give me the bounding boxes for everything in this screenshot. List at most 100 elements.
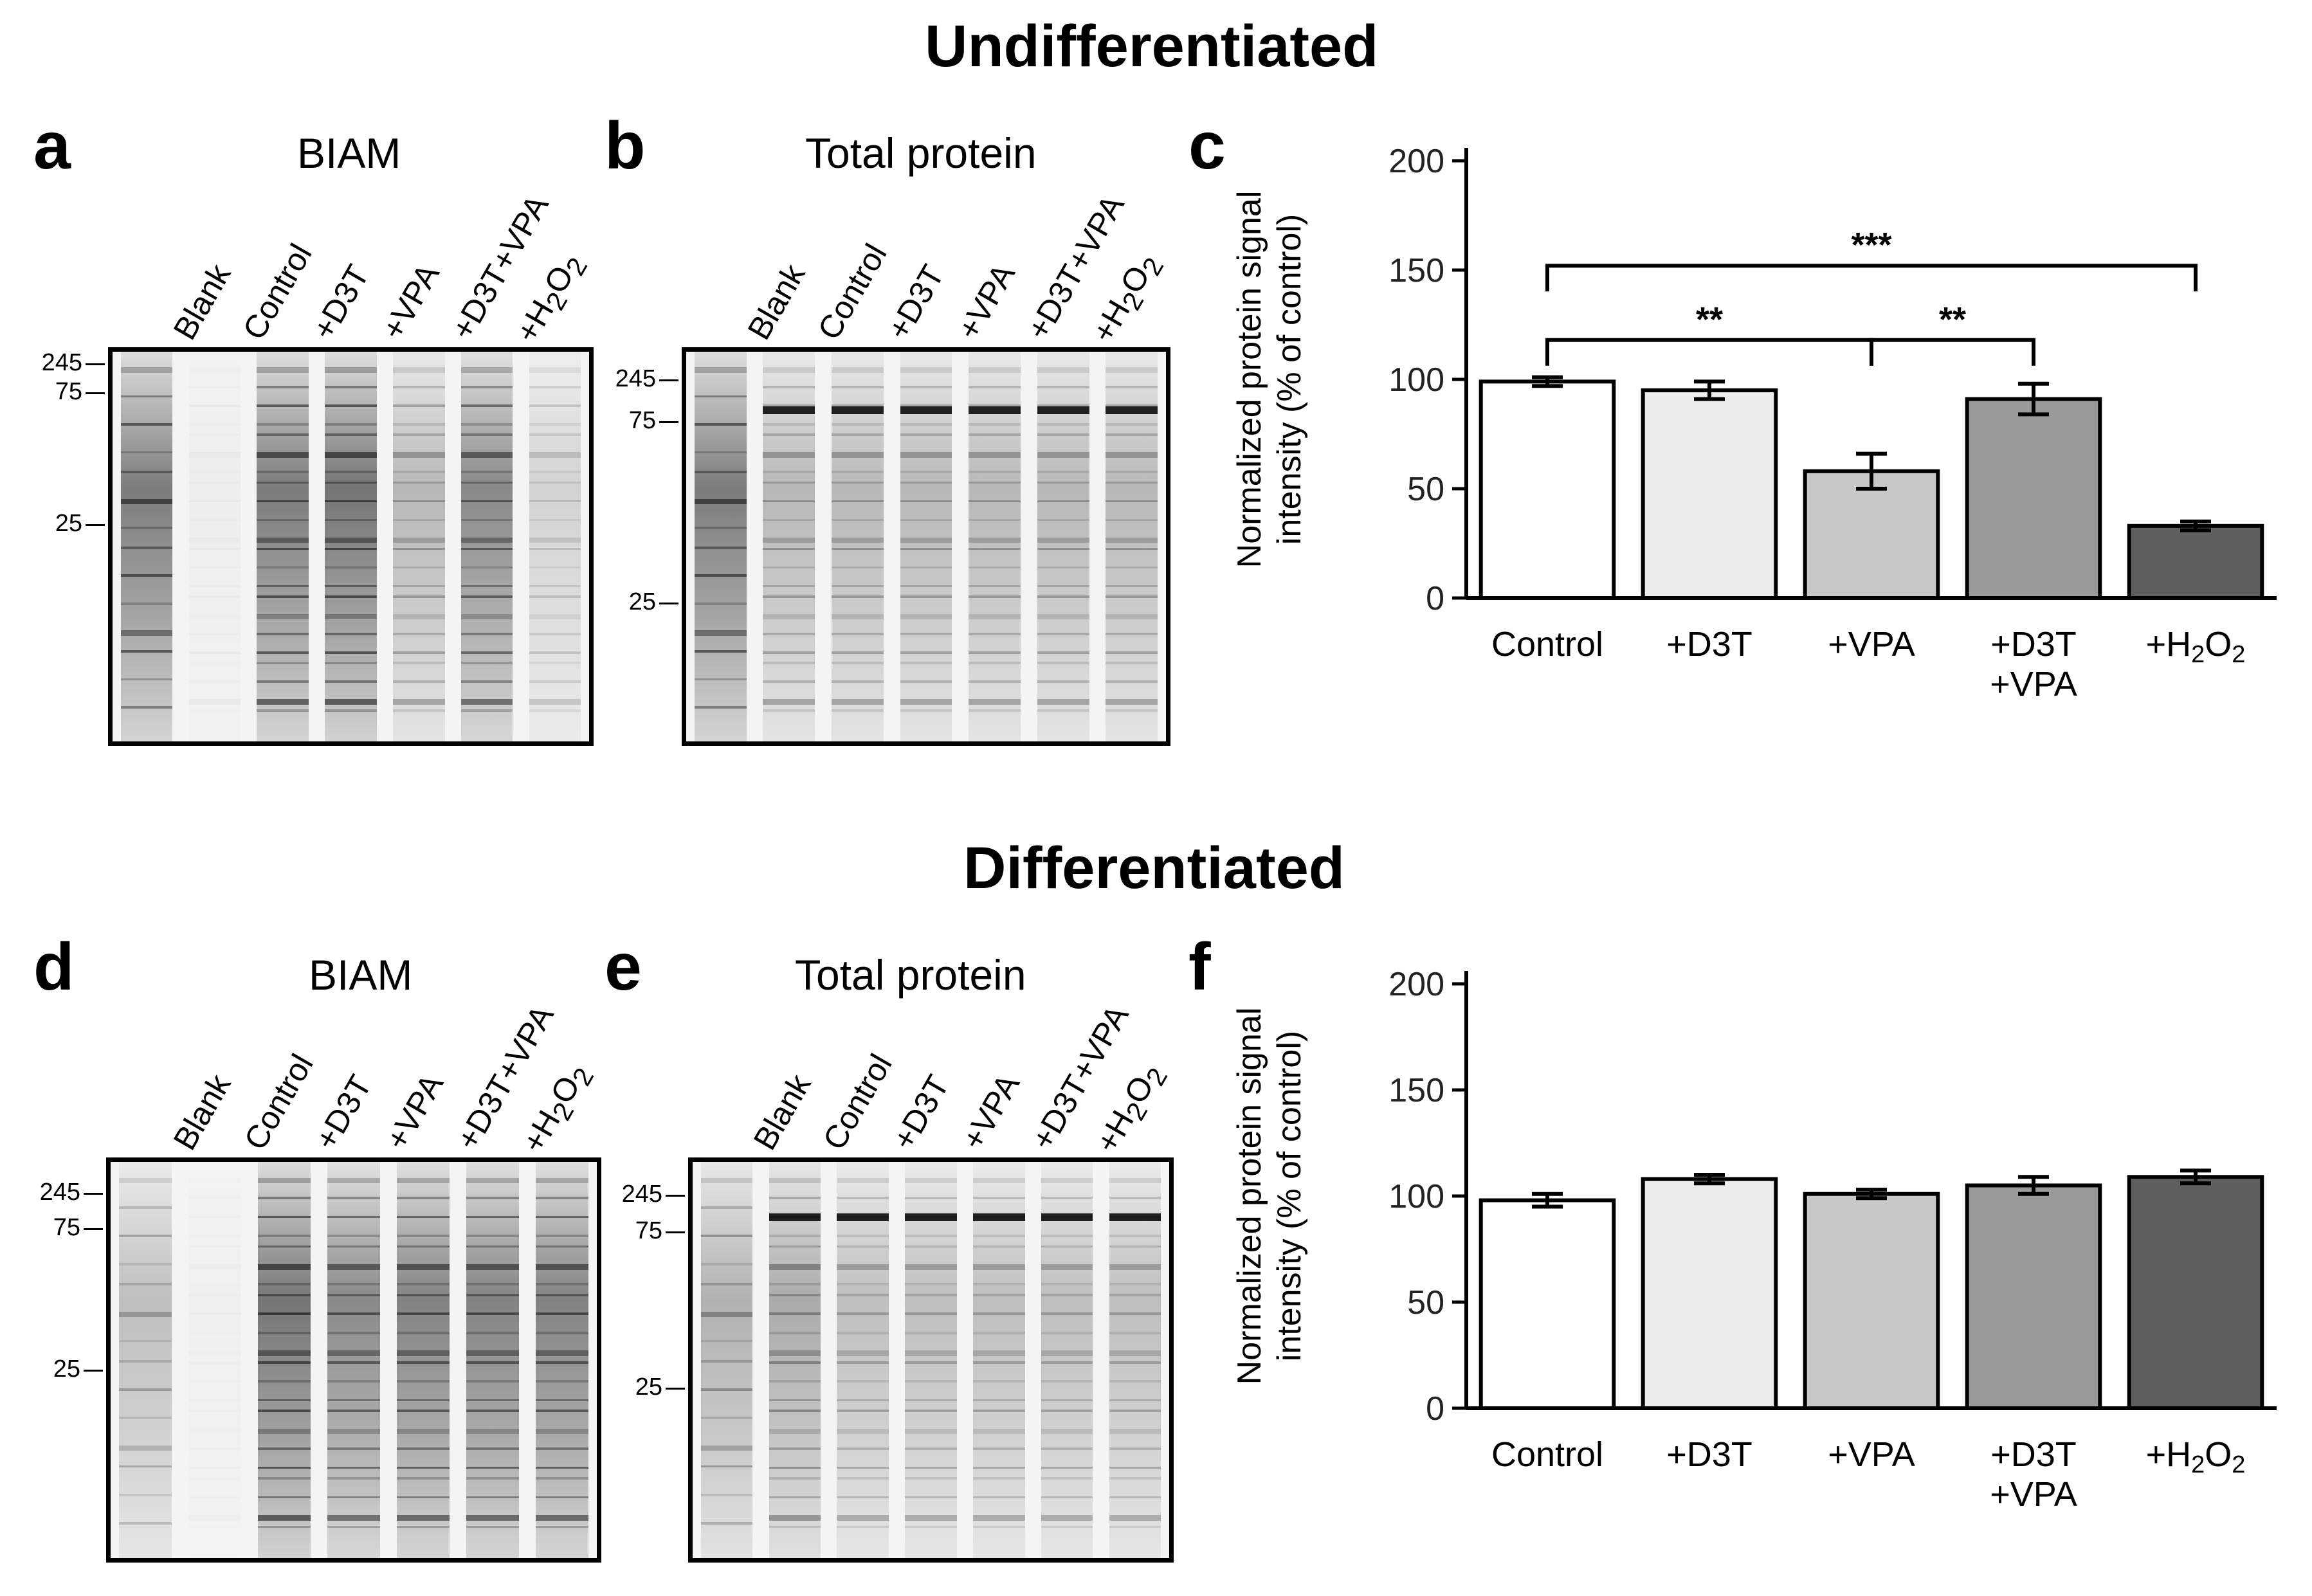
gel-band xyxy=(694,678,747,681)
gel-band xyxy=(1106,585,1158,588)
gel-band xyxy=(837,1496,889,1499)
gel-band xyxy=(1037,566,1089,569)
gel-band xyxy=(460,595,513,598)
gel-band xyxy=(257,680,309,683)
gel-band xyxy=(769,1496,821,1499)
gel-major-band xyxy=(1041,1213,1093,1222)
gel-band xyxy=(837,1235,889,1237)
gel-band xyxy=(700,1417,753,1420)
gel-band xyxy=(763,547,815,550)
gel-band xyxy=(763,404,815,407)
gel-lane xyxy=(763,352,815,741)
gel-band xyxy=(831,595,884,598)
gel-band xyxy=(1109,1477,1161,1480)
mw-marker-tick xyxy=(666,1195,685,1197)
gel-band xyxy=(905,1177,957,1184)
lane-label: Blank xyxy=(166,1068,238,1156)
gel-band xyxy=(118,1522,172,1525)
gel-band xyxy=(1041,1496,1093,1499)
gel-band xyxy=(189,404,241,407)
gel-band xyxy=(973,1331,1025,1334)
gel-band xyxy=(120,650,173,653)
gel-band xyxy=(257,1477,311,1480)
gel-band xyxy=(1109,1312,1161,1316)
gel-band xyxy=(1041,1515,1093,1521)
significance-bracket xyxy=(1545,264,2198,292)
gel-band xyxy=(188,1410,241,1412)
gel-band xyxy=(1037,662,1089,664)
gel-band xyxy=(188,1515,241,1521)
gel-band xyxy=(1041,1399,1093,1402)
gel-band xyxy=(466,1361,520,1364)
gel-band xyxy=(188,1526,241,1528)
gel-band xyxy=(905,1477,957,1480)
y-tick-label: 0 xyxy=(1426,1390,1444,1428)
gel-band xyxy=(325,595,377,598)
gel-band xyxy=(831,662,884,664)
gel-band xyxy=(1109,1515,1161,1521)
gel-band xyxy=(831,471,884,473)
gel-band xyxy=(460,471,513,473)
gel-band xyxy=(1106,433,1158,437)
gel-band xyxy=(763,662,815,664)
lane-label: Control xyxy=(815,1047,899,1156)
gel-band xyxy=(257,1447,311,1450)
gel-band xyxy=(969,367,1021,373)
gel-band xyxy=(535,1350,589,1356)
gel-band xyxy=(189,452,241,457)
gel-band xyxy=(831,614,884,620)
gel-band xyxy=(396,1496,450,1499)
gel-band xyxy=(257,518,309,521)
x-tick-label: +VPA xyxy=(1828,625,1915,664)
gel-band xyxy=(837,1197,889,1199)
gel-band xyxy=(327,1515,381,1521)
x-tick-label: +D3T xyxy=(1666,1435,1752,1474)
gel-band xyxy=(257,1177,311,1184)
gel-band xyxy=(900,614,952,620)
gel-band xyxy=(831,709,884,712)
gel-band xyxy=(900,680,952,683)
gel-band xyxy=(1109,1197,1161,1199)
gel-band xyxy=(466,1293,520,1296)
gel-band xyxy=(1106,518,1158,521)
mw-marker-label: 75 xyxy=(55,378,82,405)
gel-band xyxy=(1037,614,1089,620)
gel-lane xyxy=(1037,352,1089,741)
gel-band xyxy=(466,1197,520,1199)
gel-band xyxy=(763,423,815,426)
gel-band xyxy=(189,548,241,550)
gel-lane xyxy=(1109,1162,1161,1558)
gel-band xyxy=(1037,386,1089,388)
gel-band xyxy=(1037,452,1089,458)
gel-band xyxy=(189,633,241,635)
gel-band xyxy=(973,1177,1025,1184)
lane-label: +VPA xyxy=(378,1067,450,1156)
gel-band xyxy=(188,1235,241,1237)
gel-band xyxy=(1109,1399,1161,1402)
mw-marker-label: 75 xyxy=(635,1217,662,1244)
gel-band xyxy=(831,651,884,654)
gel-band xyxy=(466,1515,520,1521)
gel-band xyxy=(1106,699,1158,705)
gel-biam-undifferentiated xyxy=(108,347,594,746)
gel-major-band xyxy=(905,1213,957,1222)
gel-band xyxy=(763,566,815,569)
gel-band xyxy=(1106,404,1158,407)
mw-marker-label: 245 xyxy=(39,1179,80,1206)
gel-band xyxy=(393,614,445,620)
gel-band xyxy=(1041,1197,1093,1199)
gel-band xyxy=(393,651,445,654)
gel-major-band xyxy=(973,1213,1025,1222)
gel-band xyxy=(831,585,884,588)
gel-band xyxy=(700,1465,753,1468)
lane-label: Blank xyxy=(740,258,812,346)
y-tick-label: 200 xyxy=(1388,966,1444,1003)
gel-band xyxy=(900,651,952,654)
gel-band xyxy=(1106,423,1158,426)
gel-band xyxy=(969,680,1021,683)
gel-band xyxy=(120,547,173,549)
gel-band xyxy=(466,1331,520,1334)
gel-band xyxy=(189,386,241,388)
gel-band xyxy=(535,1293,589,1296)
gel-band xyxy=(973,1410,1025,1412)
